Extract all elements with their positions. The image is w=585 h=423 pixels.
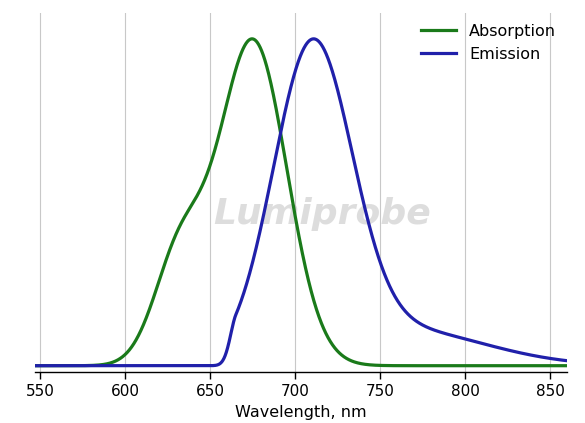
Legend: Absorption, Emission: Absorption, Emission: [415, 17, 563, 68]
X-axis label: Wavelength, nm: Wavelength, nm: [235, 405, 367, 420]
Text: Lumiprobe: Lumiprobe: [214, 197, 432, 231]
